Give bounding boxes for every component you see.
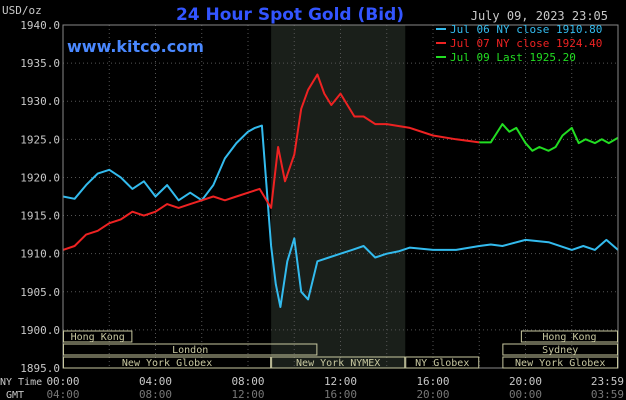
session-label: Sydney [542, 345, 578, 356]
x-axis-ny-label: NY Time [0, 377, 42, 388]
session-label: New York Globex [122, 358, 212, 369]
session-label: Hong Kong [71, 332, 125, 343]
y-axis-unit-label: USD/oz [2, 4, 42, 17]
x-tick-ny: 23:59 [591, 375, 624, 388]
legend-entry: Jul 09 Last 1925.20 [450, 51, 576, 64]
y-tick-label: 1930.0 [20, 95, 60, 108]
y-tick-label: 1910.0 [20, 248, 60, 261]
x-tick-gmt: 16:00 [324, 388, 357, 400]
y-tick-label: 1905.0 [20, 286, 60, 299]
x-tick-gmt: 08:00 [139, 388, 172, 400]
nymex-band-rect [271, 25, 406, 368]
x-tick-ny: 08:00 [231, 375, 264, 388]
legend-entry: Jul 07 NY close 1924.40 [450, 37, 602, 50]
watermark-url: www.kitco.com [67, 37, 204, 56]
session-label: London [172, 345, 208, 356]
x-tick-ny: 04:00 [139, 375, 172, 388]
session-box [520, 330, 618, 343]
y-tick-label: 1915.0 [20, 210, 60, 223]
y-tick-label: 1935.0 [20, 57, 60, 70]
market-sessions: Hong Kong Hong Kong London Sydney New York G… [63, 330, 618, 369]
x-tick-gmt: 12:00 [231, 388, 264, 400]
session-label: New York NYMEX [296, 358, 380, 369]
session-box [271, 356, 406, 369]
y-tick-label: 1920.0 [20, 171, 60, 184]
x-tick-gmt: 20:00 [416, 388, 449, 400]
y-tick-label: 1900.0 [20, 324, 60, 337]
series-line-0 [62, 124, 619, 308]
legend-entry: Jul 06 NY close 1910.80 [450, 23, 602, 36]
session-label: New York Globex [515, 358, 605, 369]
session-label: Hong Kong [542, 332, 596, 343]
series-line-2 [479, 123, 619, 152]
x-tick-gmt: 03:59 [591, 388, 624, 400]
y-tick-label: 1895.0 [20, 362, 60, 375]
y-tick-label: 1925.0 [20, 133, 60, 146]
x-tick-ny: 00:00 [46, 375, 79, 388]
session-box [502, 343, 618, 356]
session-box [63, 343, 318, 356]
session-box [63, 330, 133, 343]
y-tick-label: 1940.0 [20, 19, 60, 32]
x-axis-ticks: 00:0004:0004:0008:0008:0012:0012:0016:00… [0, 375, 624, 400]
chart-title: 24 Hour Spot Gold (Bid) [176, 5, 404, 25]
y-axis-ticks: 1895.0 1900.0 1905.0 1910.0 1915.0 1920.0 1925… [20, 19, 60, 375]
timestamp: July 09, 2023 23:05 [471, 9, 608, 23]
x-tick-ny: 16:00 [416, 375, 449, 388]
x-tick-ny: 12:00 [324, 375, 357, 388]
series-lines [62, 73, 619, 308]
session-box [502, 356, 618, 369]
session-box [63, 356, 272, 369]
series-line-1 [62, 73, 480, 251]
x-tick-gmt: 04:00 [46, 388, 79, 400]
x-tick-gmt: 00:00 [509, 388, 542, 400]
nymex-highlight-band [271, 25, 406, 368]
session-box [405, 356, 480, 369]
x-axis-gmt-label: GMT [6, 390, 24, 400]
x-tick-ny: 20:00 [509, 375, 542, 388]
session-label: NY Globex [415, 358, 469, 369]
